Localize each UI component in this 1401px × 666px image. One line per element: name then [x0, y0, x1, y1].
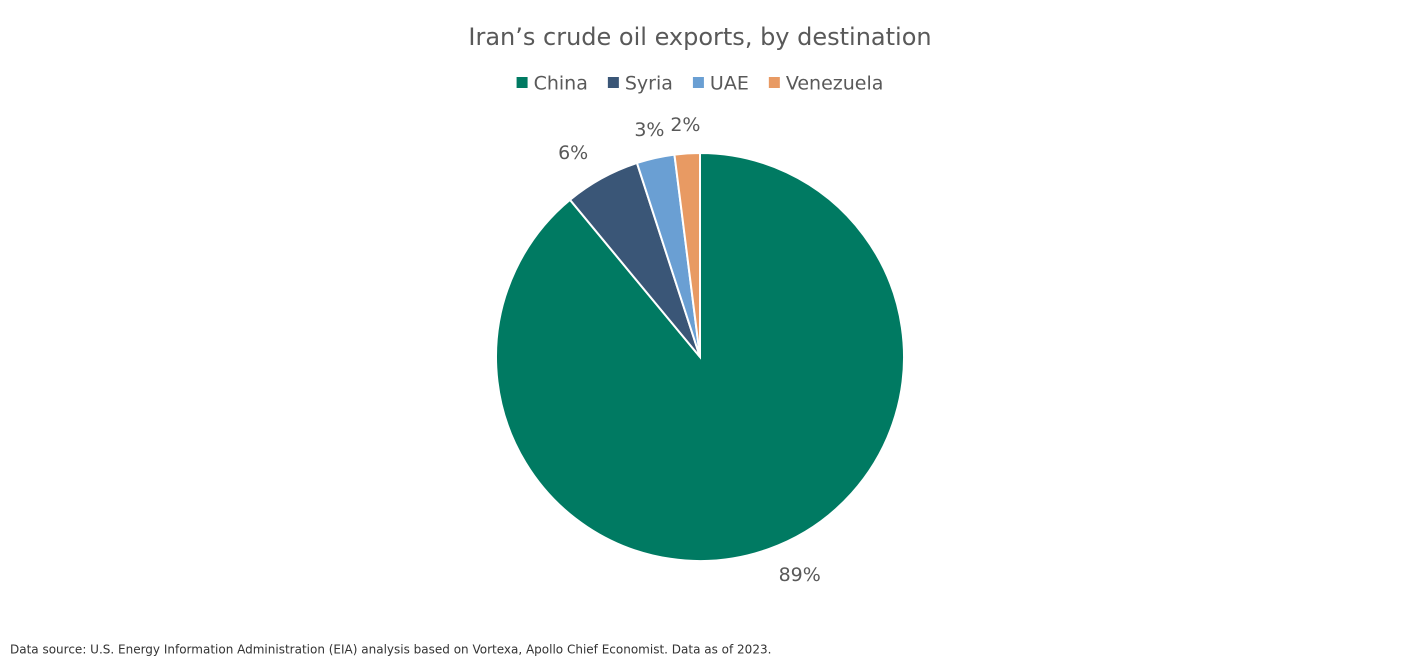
legend-swatch [692, 77, 704, 88]
legend-label: Venezuela [786, 73, 884, 95]
data-label: 6% [558, 142, 588, 164]
legend-swatch [768, 77, 780, 88]
data-label: 3% [634, 119, 664, 141]
legend-label: UAE [710, 73, 749, 95]
data-label: 2% [670, 114, 700, 136]
legend-swatch [516, 77, 528, 88]
chart-title: Iran’s crude oil exports, by destination [468, 23, 931, 51]
pie: 89% 6% 3% 2% [495, 114, 905, 586]
legend: China Syria UAE Venezuela [516, 73, 884, 95]
data-label: 89% [779, 564, 821, 586]
pie-slice [673, 151, 701, 358]
source-note: Data source: U.S. Energy Information Adm… [10, 643, 771, 657]
legend-swatch [607, 77, 619, 88]
legend-label: Syria [625, 73, 673, 95]
legend-label: China [534, 73, 588, 95]
